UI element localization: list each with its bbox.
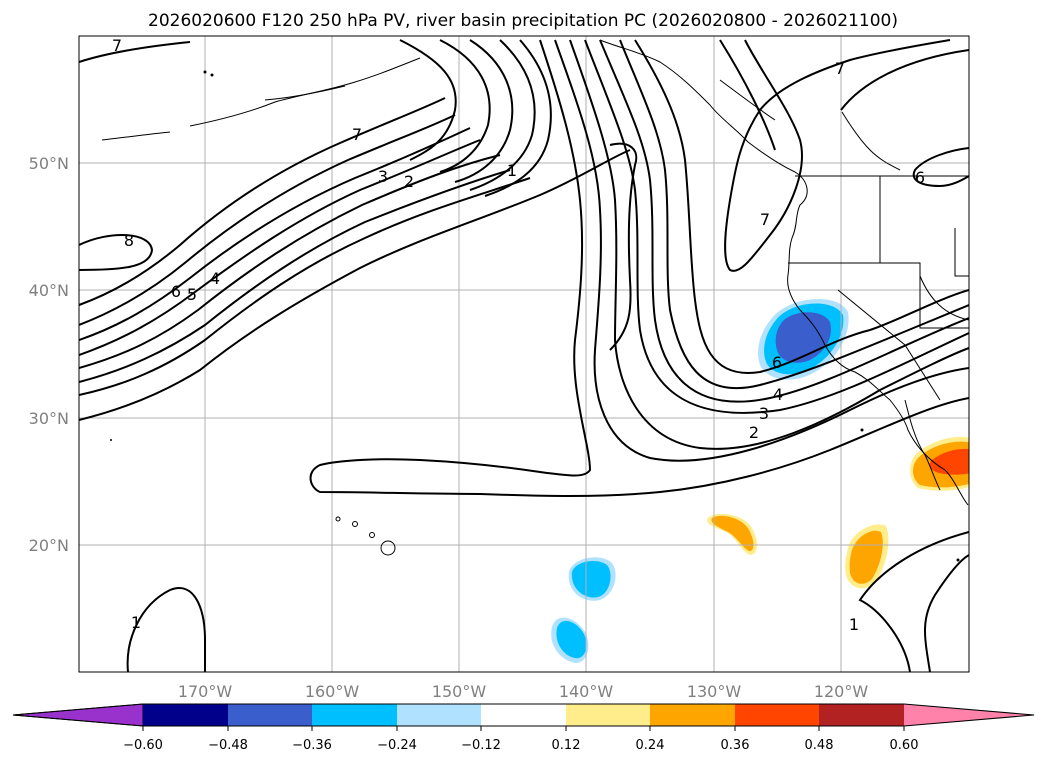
shade-red-mexico xyxy=(929,448,969,475)
latitude-labels: 50°N 40°N 30°N 20°N xyxy=(29,154,69,555)
colorbar-tick-label: 0.60 xyxy=(890,738,919,753)
lat-tick-label: 20°N xyxy=(29,536,69,555)
colorbar-segment xyxy=(312,704,397,726)
contour-label-1-southwest: 1 xyxy=(131,613,141,632)
contour-label-7-northeast: 7 xyxy=(835,59,845,78)
map-frame xyxy=(78,35,970,673)
lat-tick-label: 30°N xyxy=(29,409,69,428)
contour-label-2-east: 2 xyxy=(749,423,759,442)
colorbar-segment xyxy=(819,704,904,726)
longitude-labels: 170°W 160°W 150°W 140°W 130°W 120°W xyxy=(178,682,869,701)
shade-orange-baja xyxy=(849,530,883,584)
lat-tick-label: 40°N xyxy=(29,281,69,300)
colorbar-segment xyxy=(650,704,735,726)
colorbar-tick-label: −0.48 xyxy=(208,738,248,753)
precip-shading xyxy=(551,299,969,664)
contour-label-1-southeast: 1 xyxy=(849,615,859,634)
shade-orange-central xyxy=(711,515,754,552)
colorbar-tick-label: −0.24 xyxy=(377,738,417,753)
contour-label-5-west: 5 xyxy=(187,285,197,304)
contour-label-6-california: 6 xyxy=(772,353,782,372)
contour-label-7-mid: 7 xyxy=(352,125,362,144)
colorbar-segment xyxy=(481,704,566,726)
contour-label-7-coast: 7 xyxy=(760,210,770,229)
colorbar-tick-label: 0.24 xyxy=(636,738,665,753)
colorbar-segment xyxy=(566,704,650,726)
lon-tick-label: 150°W xyxy=(432,682,487,701)
map-title: 2026020600 F120 250 hPa PV, river basin … xyxy=(148,11,898,31)
shade-blue-south xyxy=(556,620,587,659)
colorbar-tick-label: 0.12 xyxy=(552,738,581,753)
pv-contours xyxy=(79,39,969,672)
shade-blue-hawaii-east xyxy=(571,561,611,598)
contour-labels: 7 7 3 2 1 8 6 5 4 7 7 6 6 4 3 2 1 1 xyxy=(112,36,925,634)
colorbar-tick-label: −0.60 xyxy=(123,738,163,753)
contour-label-7-northwest: 7 xyxy=(112,36,122,55)
graticule xyxy=(79,36,969,672)
contour-label-6-west: 6 xyxy=(171,282,181,301)
colorbar-tick-label: 0.48 xyxy=(805,738,834,753)
lon-tick-label: 170°W xyxy=(178,682,233,701)
contour-label-4-east: 4 xyxy=(773,385,783,404)
contour-label-3-east: 3 xyxy=(759,404,769,423)
lon-tick-label: 160°W xyxy=(305,682,360,701)
colorbar-segment xyxy=(397,704,481,726)
colorbar-extend-min xyxy=(12,703,144,727)
colorbar-tick-label: 0.36 xyxy=(721,738,750,753)
colorbar-tick-label: −0.36 xyxy=(292,738,332,753)
lon-tick-label: 130°W xyxy=(687,682,742,701)
map-area: 7 7 3 2 1 8 6 5 4 7 7 6 6 4 3 2 1 1 xyxy=(79,36,969,672)
contour-label-8: 8 xyxy=(124,231,134,250)
lon-tick-label: 140°W xyxy=(559,682,614,701)
colorbar-tick-label: −0.12 xyxy=(461,738,501,753)
contour-label-4-west: 4 xyxy=(210,269,220,288)
colorbar: −0.60 −0.48 −0.36 −0.24 −0.12 0.12 0.24 … xyxy=(12,703,1035,753)
contour-label-2: 2 xyxy=(404,172,414,191)
colorbar-segment xyxy=(143,704,228,726)
contour-label-1: 1 xyxy=(507,161,517,180)
lon-tick-label: 120°W xyxy=(814,682,869,701)
lat-tick-label: 50°N xyxy=(29,154,69,173)
colorbar-segment xyxy=(735,704,819,726)
colorbar-segment xyxy=(228,704,312,726)
contour-label-3: 3 xyxy=(378,167,388,186)
contour-label-6-east: 6 xyxy=(915,168,925,187)
colorbar-extend-max xyxy=(904,704,1034,726)
